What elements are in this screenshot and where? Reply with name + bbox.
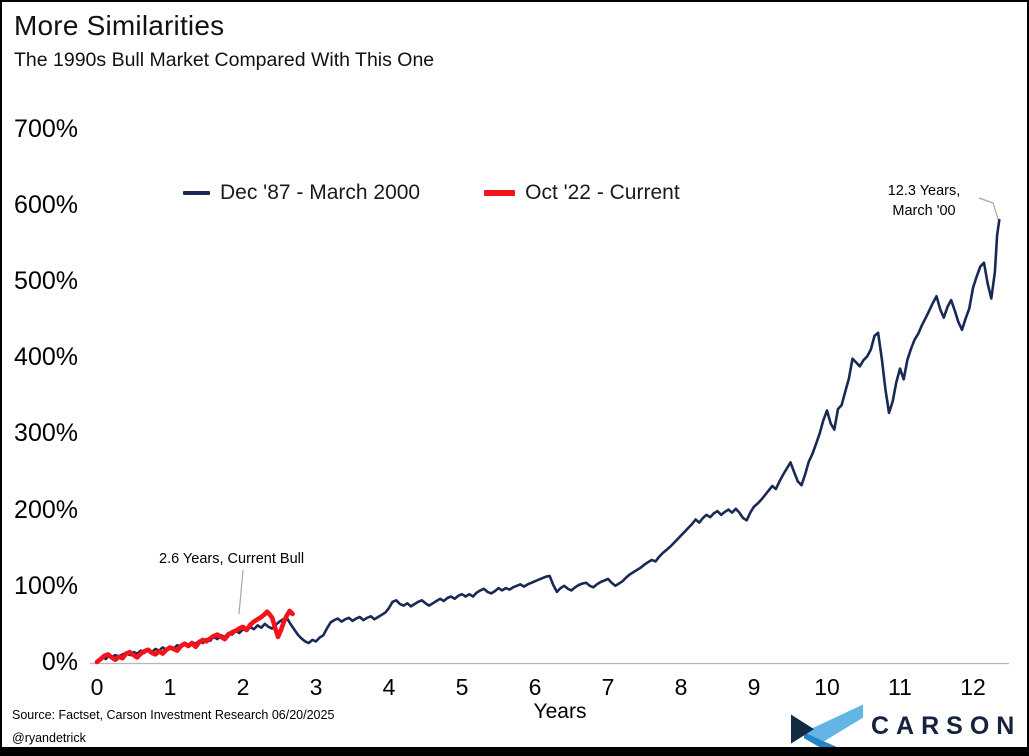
x-tick-7: 7 bbox=[601, 674, 615, 700]
leader-line-march-00 bbox=[978, 197, 1000, 224]
legend-swatch-1990s bbox=[183, 191, 210, 195]
annotation-march-00: 12.3 Years, March '00 bbox=[874, 181, 974, 221]
x-tick-12: 12 bbox=[960, 674, 986, 700]
y-tick-400%: 400% bbox=[14, 343, 78, 372]
legend-label-1990s: Dec '87 - March 2000 bbox=[220, 181, 421, 204]
annotation-march-00-line1: 12.3 Years, bbox=[887, 183, 961, 199]
carson-logo-text: CARSON bbox=[871, 711, 1022, 740]
x-tick-0: 0 bbox=[90, 674, 104, 700]
legend-label-current: Oct '22 - Current bbox=[525, 181, 680, 204]
x-tick-6: 6 bbox=[528, 674, 542, 700]
x-tick-9: 9 bbox=[747, 674, 761, 700]
source-text: Source: Factset, Carson Investment Resea… bbox=[12, 708, 335, 722]
annotation-current-bull: 2.6 Years, Current Bull bbox=[159, 551, 305, 567]
leader-line-current-bull bbox=[238, 569, 244, 615]
x-axis-title: Years bbox=[533, 700, 587, 723]
author-handle: @ryandetrick bbox=[12, 731, 86, 745]
y-tick-500%: 500% bbox=[14, 267, 78, 295]
x-tick-4: 4 bbox=[382, 674, 396, 700]
x-tick-10: 10 bbox=[814, 674, 840, 700]
x-tick-1: 1 bbox=[163, 674, 177, 700]
legend-swatch-current bbox=[484, 190, 516, 196]
x-tick-3: 3 bbox=[309, 674, 323, 700]
series-line-current bbox=[94, 608, 295, 665]
y-tick-700%: 700% bbox=[14, 114, 78, 143]
x-tick-8: 8 bbox=[674, 674, 688, 700]
y-tick-100%: 100% bbox=[14, 571, 78, 600]
chart-legend: Dec '87 - March 2000 Oct '22 - Current bbox=[183, 179, 680, 207]
annotation-march-00-line2: March '00 bbox=[892, 203, 956, 219]
x-tick-11: 11 bbox=[888, 674, 912, 700]
y-tick-600%: 600% bbox=[14, 190, 78, 219]
y-tick-300%: 300% bbox=[14, 419, 78, 448]
series-line-1990s bbox=[95, 218, 1001, 664]
page-title: More Similarities bbox=[14, 10, 225, 41]
x-tick-5: 5 bbox=[455, 674, 469, 700]
carson-logo: CARSON bbox=[785, 702, 1025, 750]
x-tick-2: 2 bbox=[236, 674, 250, 700]
page-subtitle: The 1990s Bull Market Compared With This… bbox=[14, 49, 435, 71]
carson-logo-icon bbox=[790, 704, 864, 749]
y-tick-200%: 200% bbox=[14, 495, 78, 524]
y-tick-0%: 0% bbox=[41, 648, 78, 676]
bottom-border-bar bbox=[2, 747, 1027, 754]
